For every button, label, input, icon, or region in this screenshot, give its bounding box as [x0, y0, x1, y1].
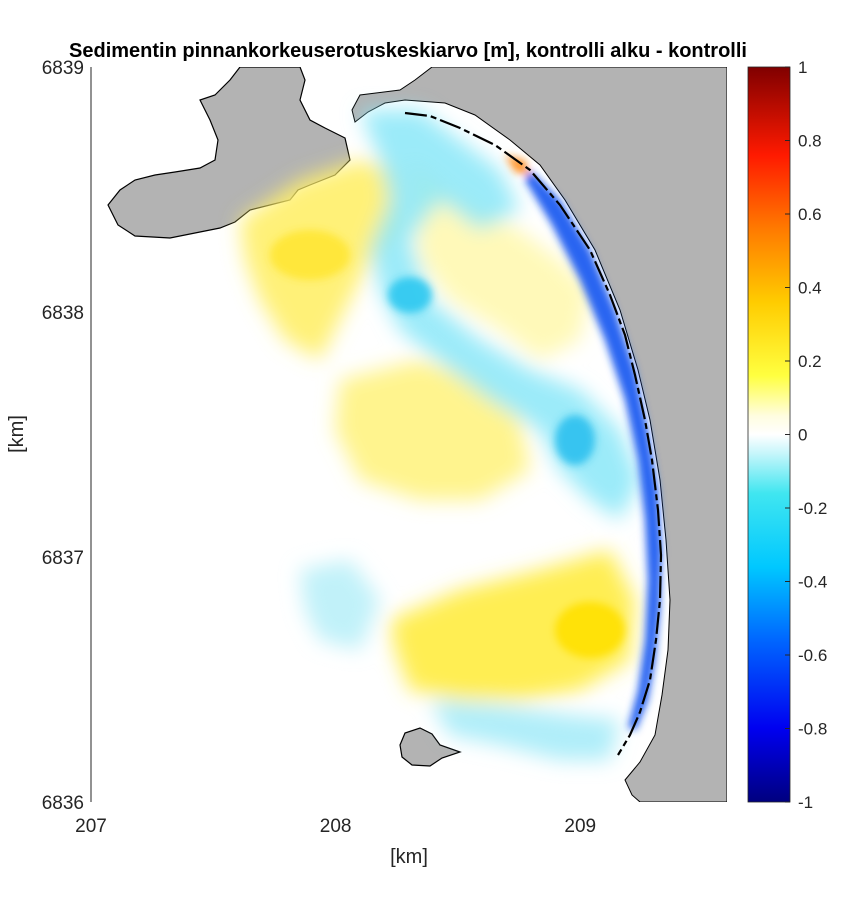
- axes: 207 208 209 6836 6837 6838 6839 [km] [km]: [6, 58, 596, 868]
- colorbar-tick-label: -1: [798, 793, 813, 812]
- heatmap-field: [240, 110, 663, 760]
- yellow-core-nw: [270, 230, 350, 280]
- y-tick-label: 6836: [42, 793, 84, 814]
- colorbar: -1 -0.8 -0.6 -0.4 -0.2 0 0.2 0.4 0.6 0.8 1: [747, 58, 827, 812]
- colorbar-tick-label: 1: [798, 58, 807, 77]
- colorbar-tick-label: -0.8: [798, 720, 827, 739]
- colorbar-tick-label: -0.6: [798, 646, 827, 665]
- colorbar-tick-label: 0.8: [798, 132, 822, 151]
- chart-title: Sedimentin pinnankorkeuserotuskeskiarvo …: [69, 40, 747, 62]
- x-axis-label: [km]: [390, 846, 428, 868]
- deep-cyan-spot-1: [388, 277, 432, 313]
- yellow-core-se: [555, 602, 625, 658]
- blue-shore-strip: [525, 170, 662, 730]
- yellow-region-mid: [335, 360, 530, 500]
- colorbar-tick-label: 0.2: [798, 352, 822, 371]
- colorbar-tick-labels: -1 -0.8 -0.6 -0.4 -0.2 0 0.2 0.4 0.6 0.8 1: [785, 58, 827, 812]
- colorbar-gradient: [747, 66, 791, 803]
- colorbar-tick-label: -0.2: [798, 499, 827, 518]
- deep-cyan-spot-2: [555, 415, 595, 465]
- yellow-region-se: [390, 550, 635, 700]
- shoreline-contour: [404, 111, 663, 756]
- x-tick-label: 209: [564, 816, 596, 837]
- colorbar-tick-label: 0.6: [798, 205, 822, 224]
- cyan-patch-s: [430, 700, 620, 760]
- land-east: [351, 67, 727, 802]
- y-tick-label: 6837: [42, 548, 84, 569]
- x-tick-label: 208: [320, 816, 352, 837]
- y-axis-label: [km]: [6, 415, 28, 453]
- y-tick-label: 6839: [42, 58, 84, 79]
- y-tick-labels: 6836 6837 6838 6839: [42, 58, 84, 814]
- x-tick-labels: 207 208 209: [75, 816, 596, 837]
- cyan-patch-sw: [300, 560, 380, 650]
- colorbar-tick-label: -0.4: [798, 573, 827, 592]
- colorbar-tick-label: 0.4: [798, 279, 822, 298]
- plot-area: [107, 67, 727, 802]
- x-tick-label: 207: [75, 816, 107, 837]
- land-islet: [399, 727, 462, 767]
- colorbar-tick-label: 0: [798, 426, 807, 445]
- orange-shore-spot: [505, 155, 530, 175]
- y-tick-label: 6838: [42, 303, 84, 324]
